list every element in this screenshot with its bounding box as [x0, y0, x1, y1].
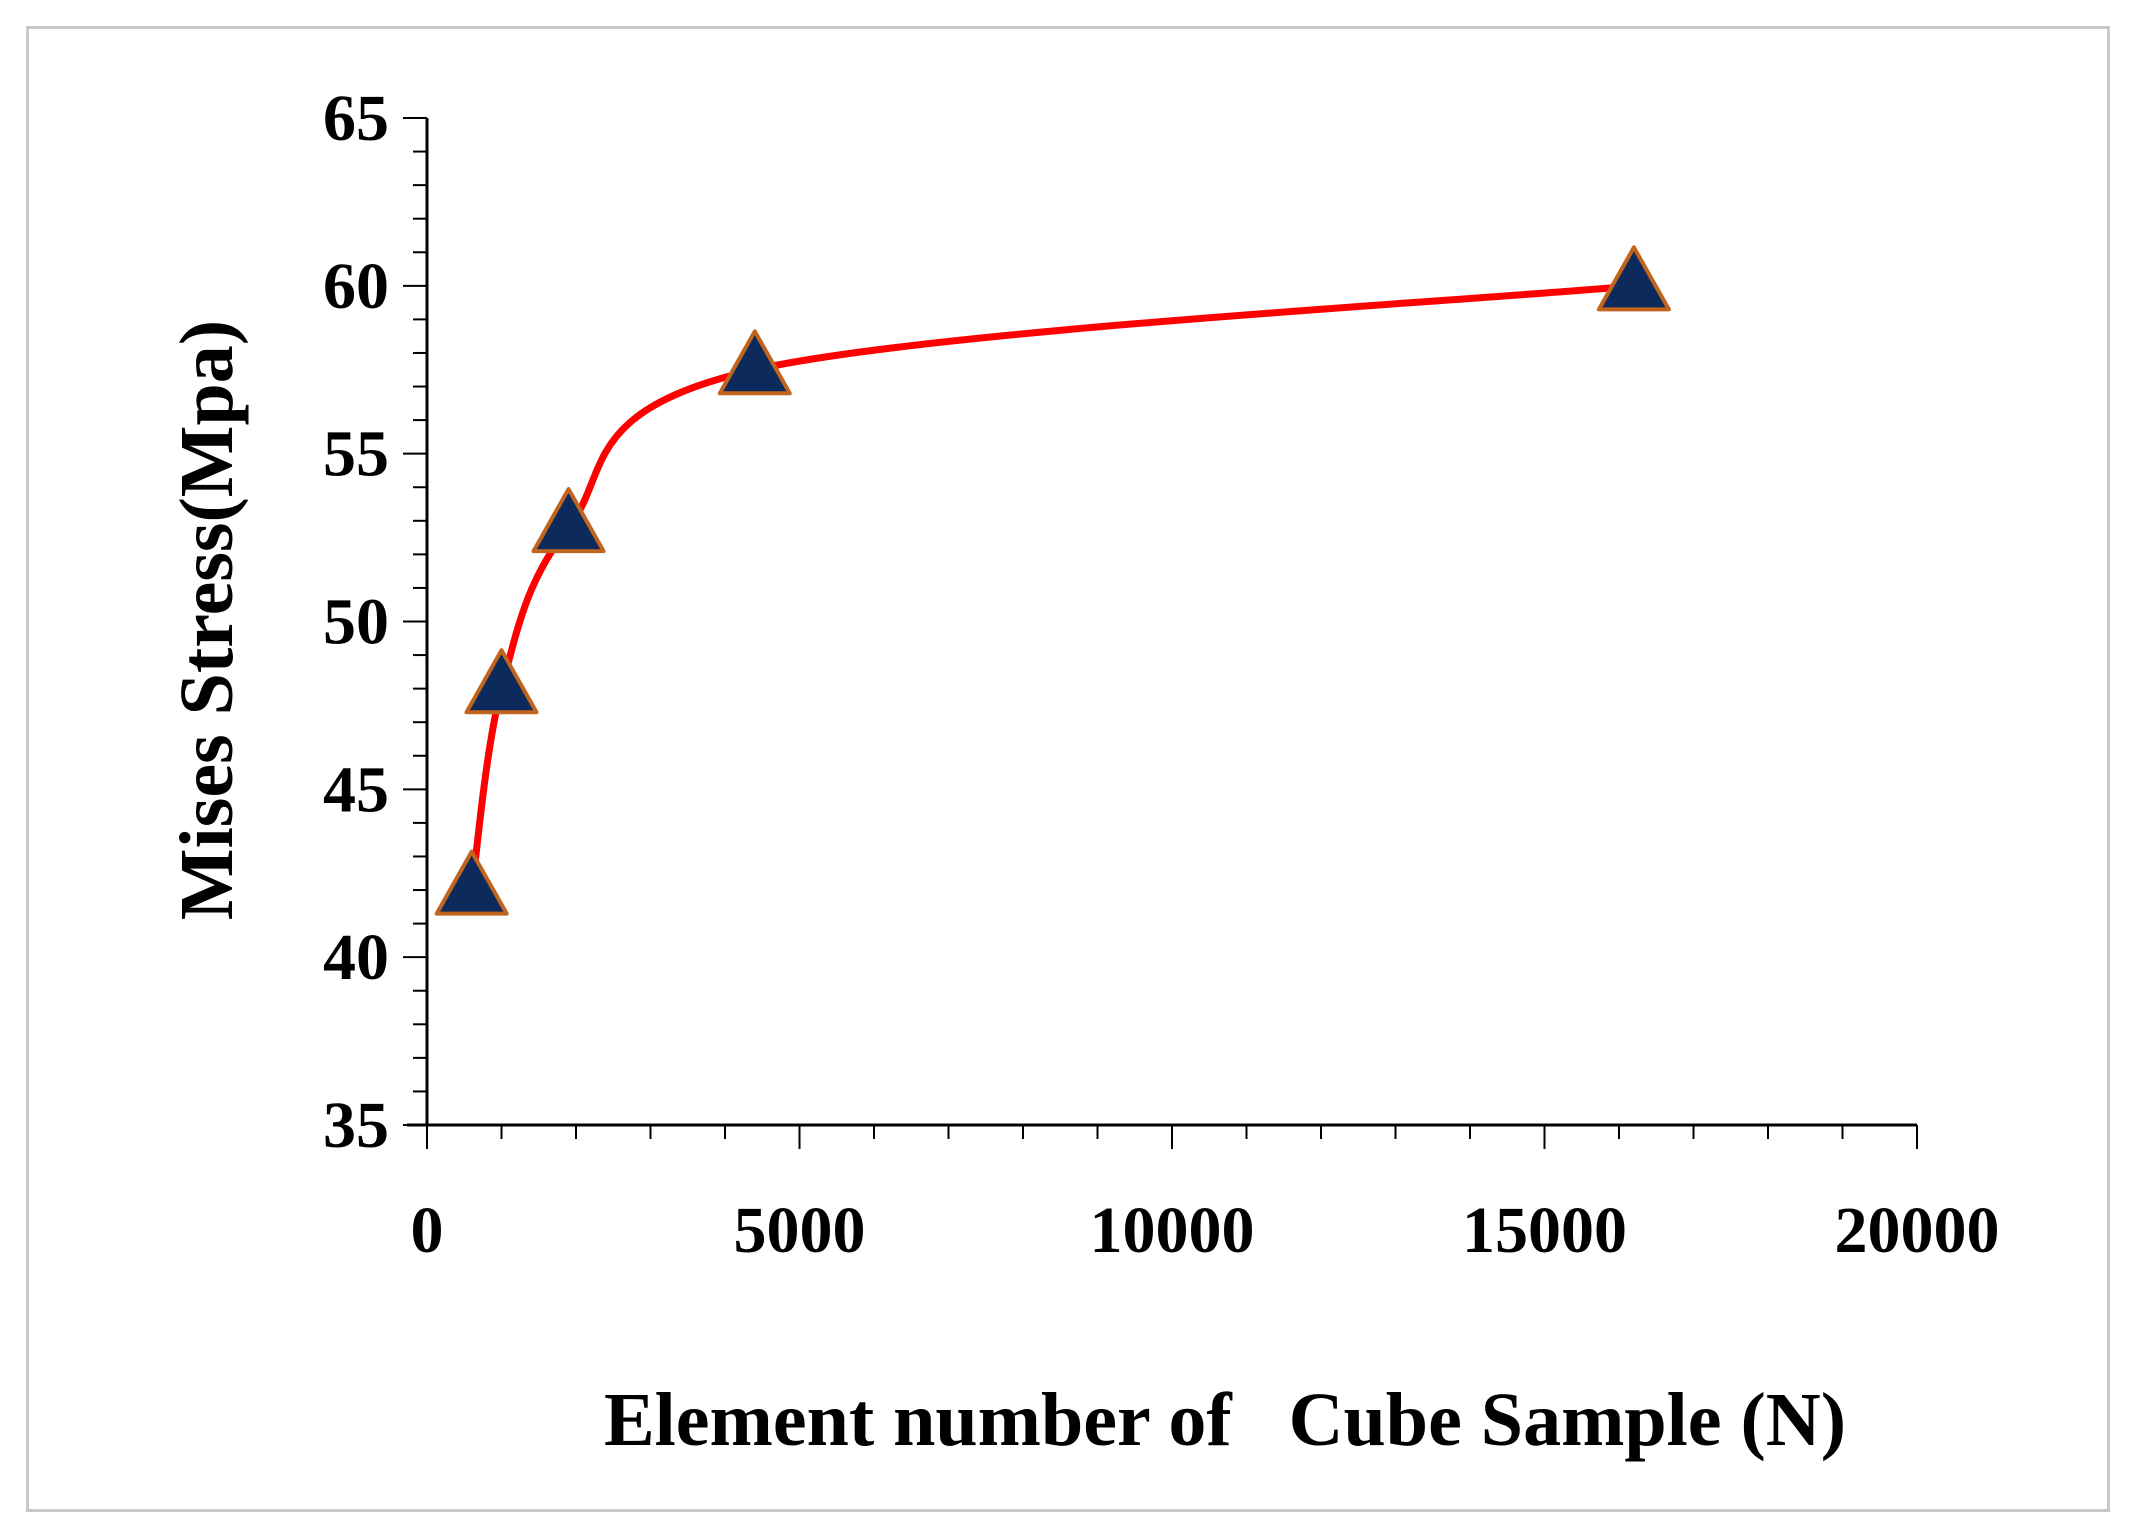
axes [407, 118, 1917, 1127]
x-tick-label: 5000 [734, 1194, 866, 1267]
x-tick-label: 20000 [1835, 1194, 2000, 1267]
data-point-marker [531, 487, 606, 554]
chart-frame [26, 26, 2110, 1512]
tick-labels: 35 40 45 50 55 60 65 0 5000 10000 15000 20000 [323, 82, 2000, 1267]
y-tick-label: 60 [323, 250, 389, 323]
ticks [403, 117, 1918, 1149]
x-tick-label: 0 [411, 1194, 444, 1267]
x-tick-label: 10000 [1090, 1194, 1255, 1267]
markers [434, 245, 1671, 916]
data-point-marker [434, 849, 509, 916]
x-axis-title: Element number of Cube Sample (N) [604, 1378, 1846, 1462]
y-tick-label: 45 [323, 753, 389, 826]
series-line [468, 282, 1635, 891]
y-tick-label: 35 [323, 1089, 389, 1162]
y-axis-title: Mises Stress(Mpa) [165, 320, 249, 920]
y-tick-label: 40 [323, 921, 389, 994]
data-point-marker [1596, 245, 1671, 312]
data-point-marker [464, 648, 539, 715]
y-tick-label: 55 [323, 418, 389, 491]
y-tick-label: 65 [323, 82, 389, 155]
x-tick-label: 15000 [1462, 1194, 1627, 1267]
data-point-marker [717, 329, 792, 396]
y-tick-label: 50 [323, 586, 389, 659]
